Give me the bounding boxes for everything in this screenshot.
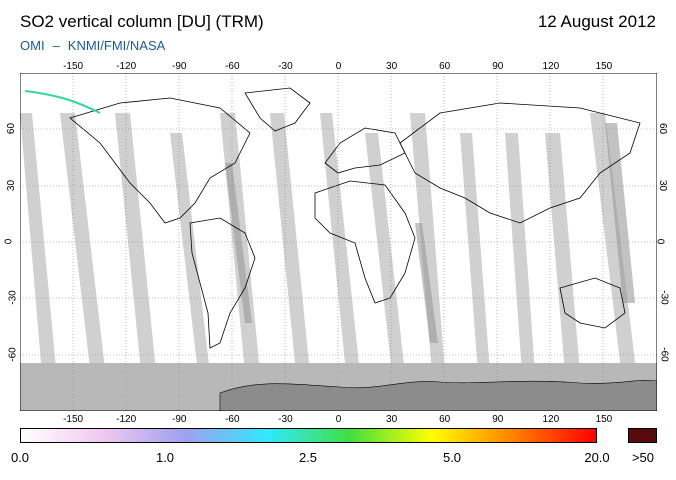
lon-top-tick: 90: [492, 61, 504, 72]
page-title: SO2 vertical column [DU] (TRM): [20, 12, 264, 31]
lon-bot-tick: -30: [278, 414, 293, 425]
lon-bot-tick: 120: [542, 414, 560, 425]
lon-bot-tick: -150: [63, 414, 84, 425]
so2-trace: [24, 90, 101, 114]
agency-label: KNMI/FMI/NASA: [67, 38, 166, 53]
greenland: [244, 87, 311, 132]
colorbar-label-5: >50: [631, 450, 655, 465]
instrument-label: OMI: [20, 38, 45, 53]
colorbar: [20, 428, 597, 443]
coastlines: [69, 87, 641, 349]
lat-right-tick: -60: [658, 346, 670, 362]
antarctica: [219, 379, 657, 411]
lon-top-tick: 150: [595, 61, 613, 72]
colorbar-label-2: 2.5: [298, 450, 318, 465]
lon-bot-tick: 150: [595, 414, 613, 425]
lon-bot-tick: -90: [172, 414, 187, 425]
data-source: OMI – KNMI/FMI/NASA: [20, 38, 165, 53]
lon-top-tick: -150: [63, 61, 84, 72]
lat-left-tick: 0: [3, 238, 15, 245]
lat-left-tick: 60: [6, 123, 18, 135]
lon-bot-tick: 60: [439, 414, 451, 425]
australia: [559, 277, 626, 329]
lon-bot-tick: 90: [492, 414, 504, 425]
lon-bot-tick: 0: [335, 414, 342, 425]
lon-top-tick: 120: [542, 61, 560, 72]
lon-top-tick: -120: [116, 61, 137, 72]
lon-bot-tick: -60: [225, 414, 240, 425]
colorbar-label-4: 20.0: [584, 450, 610, 465]
colorbar-label-3: 5.0: [442, 450, 462, 465]
separator: –: [52, 38, 60, 53]
lon-top-tick: -90: [172, 61, 187, 72]
colorbar-label-1: 1.0: [155, 450, 175, 465]
lon-top-tick: 60: [439, 61, 451, 72]
north-america: [69, 97, 251, 224]
lon-top-tick: 30: [386, 61, 398, 72]
colorbar-overflow: [628, 428, 657, 443]
lon-bot-tick: -120: [116, 414, 137, 425]
lat-left-tick: -60: [7, 346, 19, 362]
so2-map: [20, 73, 657, 411]
colorbar-label-0: 0.0: [10, 450, 30, 465]
lat-right-tick: 60: [657, 123, 669, 135]
lat-left-tick: 30: [6, 179, 18, 191]
lon-bot-tick: 30: [386, 414, 398, 425]
date-label: 12 August 2012: [537, 12, 656, 31]
lon-top-tick: -30: [278, 61, 293, 72]
lat-right-tick: -30: [658, 290, 670, 306]
lat-right-tick: 30: [657, 179, 669, 191]
asia: [399, 102, 641, 224]
graticule: [20, 73, 657, 411]
south-america: [189, 217, 256, 349]
lon-top-tick: 0: [335, 61, 342, 72]
lat-left-tick: -30: [7, 290, 19, 306]
lon-top-tick: -60: [225, 61, 240, 72]
